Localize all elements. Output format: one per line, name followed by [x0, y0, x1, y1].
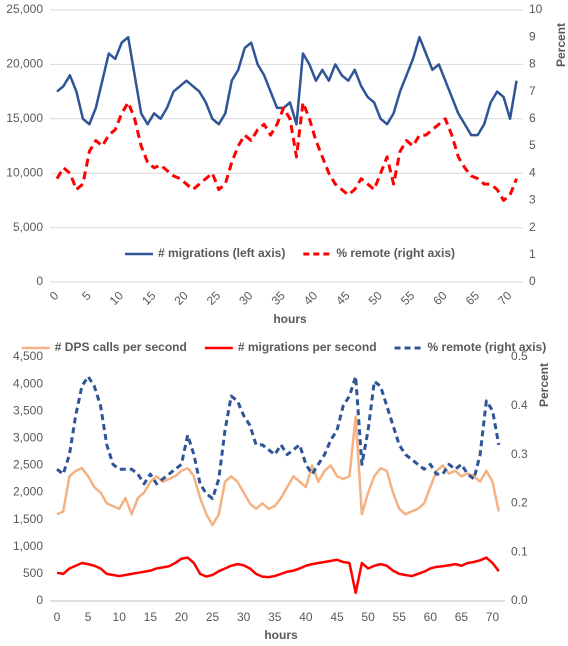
x-tick-label: 0	[47, 288, 62, 303]
x-tick-label: 25	[206, 610, 220, 624]
y-tick-label: 0	[36, 274, 43, 288]
x-tick-label: 40	[299, 610, 313, 624]
subplot: 05001,0001,5002,0002,5003,0003,5004,0004…	[13, 340, 551, 642]
y-tick-label: 15,000	[6, 111, 43, 125]
y-tick-label: 500	[23, 566, 43, 580]
y-tick-label: 5,000	[13, 220, 43, 234]
x-tick-label: 65	[463, 288, 483, 308]
x-tick-label: 20	[171, 288, 191, 308]
x-tick-label: 15	[139, 288, 159, 308]
y-tick-label: 1,000	[13, 539, 43, 553]
y2-tick-label: 0.1	[511, 544, 528, 558]
x-tick-label: 40	[301, 288, 321, 308]
x-tick-label: 70	[495, 288, 515, 308]
legend-label: % remote (right axis)	[336, 246, 455, 260]
y2-tick-label: 2	[529, 220, 536, 234]
x-tick-label: 35	[269, 288, 289, 308]
x-tick-label: 25	[204, 288, 224, 308]
y2-axis-label: Percent	[537, 363, 551, 407]
x-tick-label: 30	[237, 610, 251, 624]
y2-tick-label: 5	[529, 138, 536, 152]
x-tick-label: 30	[236, 288, 256, 308]
data-line	[55, 100, 518, 202]
x-axis-label: hours	[264, 628, 298, 642]
y2-axis-label: Percent	[554, 23, 568, 67]
x-tick-label: 70	[486, 610, 500, 624]
y-tick-label: 1,500	[13, 512, 43, 526]
x-tick-label: 45	[333, 288, 353, 308]
y2-tick-label: 6	[529, 111, 536, 125]
data-line	[56, 35, 518, 137]
x-tick-label: 20	[175, 610, 189, 624]
y2-tick-label: 0.0	[511, 593, 528, 607]
x-tick-label: 60	[424, 610, 438, 624]
x-tick-label: 0	[54, 610, 61, 624]
y2-tick-label: 0.4	[511, 398, 528, 412]
x-tick-label: 15	[144, 610, 158, 624]
y2-tick-label: 1	[529, 247, 536, 261]
y-tick-label: 4,500	[13, 349, 43, 363]
data-line	[56, 415, 501, 527]
y2-tick-label: 4	[529, 165, 536, 179]
x-axis-label: hours	[273, 312, 307, 326]
legend-label: # DPS calls per second	[55, 340, 187, 354]
legend-label: % remote (right axis)	[428, 340, 547, 354]
x-tick-label: 5	[79, 288, 94, 303]
legend: # DPS calls per second # migrations per s…	[21, 340, 547, 354]
y-tick-label: 4,000	[13, 376, 43, 390]
y2-tick-label: 0	[529, 274, 536, 288]
data-line	[56, 375, 501, 501]
y-tick-label: 25,000	[6, 2, 43, 16]
y2-tick-label: 7	[529, 84, 536, 98]
legend: # migrations (left axis) % remote (right …	[124, 246, 455, 260]
x-tick-label: 50	[366, 288, 386, 308]
x-tick-label: 10	[107, 288, 127, 308]
data-line	[56, 556, 500, 595]
subplot: 05,00010,00015,00020,00025,0000123456789…	[6, 2, 568, 326]
y-tick-label: 20,000	[6, 57, 43, 71]
x-tick-label: 50	[361, 610, 375, 624]
y-tick-label: 3,000	[13, 431, 43, 445]
y2-tick-label: 0.5	[511, 349, 528, 363]
y2-tick-label: 9	[529, 29, 536, 43]
x-tick-label: 65	[455, 610, 469, 624]
y-tick-label: 2,000	[13, 485, 43, 499]
legend-label: # migrations per second	[238, 340, 377, 354]
y-tick-label: 2,500	[13, 458, 43, 472]
y-tick-label: 10,000	[6, 165, 43, 179]
x-tick-label: 60	[430, 288, 450, 308]
y2-tick-label: 0.2	[511, 496, 528, 510]
legend-label: # migrations (left axis)	[158, 246, 285, 260]
x-tick-label: 35	[268, 610, 282, 624]
y2-tick-label: 0.3	[511, 447, 528, 461]
y2-tick-label: 3	[529, 193, 536, 207]
x-tick-label: 45	[330, 610, 344, 624]
y-tick-label: 0	[36, 593, 43, 607]
y2-tick-label: 10	[529, 2, 543, 16]
x-tick-label: 5	[85, 610, 92, 624]
x-tick-label: 55	[398, 288, 418, 308]
y-tick-label: 3,500	[13, 403, 43, 417]
x-tick-label: 55	[393, 610, 407, 624]
x-tick-label: 10	[113, 610, 127, 624]
y2-tick-label: 8	[529, 57, 536, 71]
